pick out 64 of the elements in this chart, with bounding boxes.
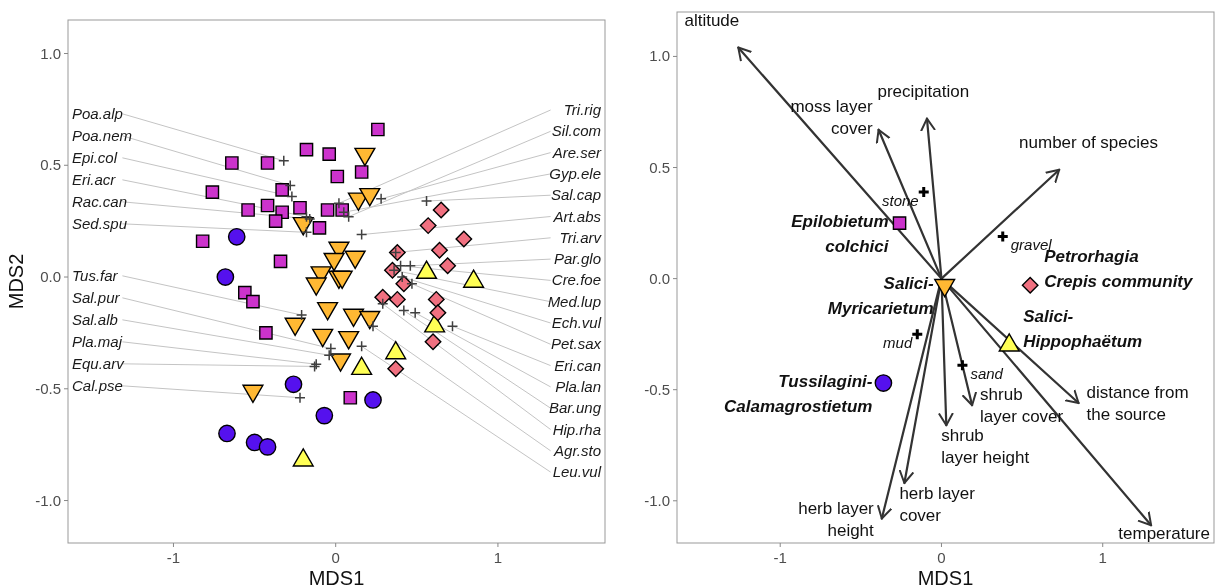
series-label: herb layer height [798,498,875,540]
x-tick-label: 1 [493,549,503,566]
y-tick-label: -0.5 [644,380,670,398]
annotation: Sil.com [551,122,601,140]
annotation: Gyp.ele [549,164,601,182]
annotation: Poa.nem [72,126,133,144]
annotation: Ech.vul [551,314,602,331]
y-tick-label: 0.0 [649,269,670,287]
y-tick-label: -0.5 [35,379,61,397]
series-label: herb layer cover [899,484,976,526]
annotation: Leu.vul [552,463,602,481]
series-label: Epilobietum colchici [791,212,890,257]
x-axis-title: MDS1 [308,567,365,588]
annotation: Epi.col [72,148,118,166]
series-label: Salici- Hippophaëtum [1023,307,1143,352]
y-axis-title: MDS2 [5,253,27,310]
series-label: moss layer cover [790,96,873,138]
series-label: shrub layer height [941,426,1030,468]
series-label: altitude [684,10,740,30]
annotation: Hip.rha [552,420,601,438]
annotation: Rac.can [72,192,128,210]
x-axis-title: MDS1 [917,567,974,588]
series-label: temperature [1118,524,1210,544]
series-label: Salici- Myricarietum [827,274,935,319]
y-tick-label: 0.0 [40,268,61,286]
y-tick-label: 1.0 [649,47,670,65]
x-tick-label: 1 [1098,549,1107,566]
annotation: Poa.alp [72,104,123,122]
annotation: Art.abs [552,207,602,225]
series-label: Tussilagini- Calamagrostietum [724,372,873,417]
annotation: Are.ser [551,143,602,161]
annotation: Tus.far [72,266,119,284]
annotation: Eri.can [554,356,601,374]
annotation: Par.glo [554,250,601,268]
x-tick-label: 0 [937,549,946,566]
annotation: Equ.arv [72,354,126,372]
x-tick-label: -1 [773,549,787,566]
annotation: Pla.lan [555,377,601,395]
annotation: Eri.acr [72,170,117,188]
annotation: Sal.cap [550,186,601,204]
annotation: Agr.sto [553,441,601,459]
annotation: Tri.arv [559,228,603,246]
x-tick-label: -1 [166,549,181,566]
series-label: sand [970,365,1004,383]
annotation: Tri.rig [563,101,602,118]
annotation: Sal.pur [72,288,121,306]
series-label: distance from the source [1086,383,1189,425]
annotation: Bar.ung [549,399,602,417]
annotation: Sed.spu [72,214,128,232]
y-tick-label: 0.5 [40,156,61,174]
text: number of species [1019,132,1159,152]
x-tick-label: 0 [331,549,340,566]
annotation: Pet.sax [550,335,602,353]
series-label: mud [883,334,913,352]
annotation: Sal.alb [72,310,118,328]
y-tick-label: 0.5 [649,158,670,176]
y-tick-label: -1.0 [35,491,61,509]
annotation: Pla.maj [72,332,123,350]
y-tick-label: -1.0 [644,491,670,509]
annotation: Cre.foe [551,271,601,289]
annotation: Cal.pse [72,376,123,394]
series-label: precipitation [877,81,970,101]
annotation: Med.lup [547,292,601,310]
y-tick-label: 1.0 [40,44,61,62]
